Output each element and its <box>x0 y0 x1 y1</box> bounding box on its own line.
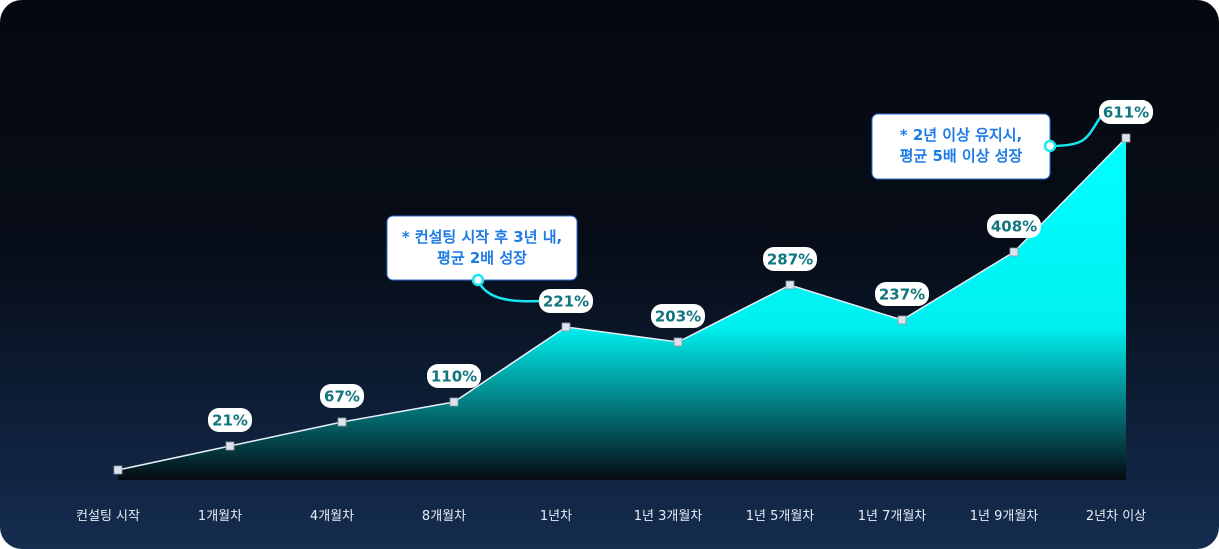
data-label-pill <box>320 384 364 408</box>
annotation-box <box>386 215 578 281</box>
connector-dot <box>471 273 485 287</box>
data-label-pill <box>763 247 817 271</box>
data-label-pill <box>1099 100 1153 124</box>
x-tick-label: 1년 7개월차 <box>858 509 927 524</box>
data-point <box>561 322 571 332</box>
data-point <box>113 465 123 475</box>
x-tick-label: 8개월차 <box>422 509 466 524</box>
data-label: 21% <box>212 412 248 430</box>
data-label: 611% <box>1103 104 1149 122</box>
x-tick-label: 4개월차 <box>310 509 354 524</box>
data-point <box>225 441 235 451</box>
data-point <box>1009 247 1019 257</box>
data-label-pill <box>651 304 705 328</box>
x-tick-label: 1년 3개월차 <box>634 509 703 524</box>
data-label: 287% <box>767 251 813 269</box>
data-label-pill <box>875 282 929 306</box>
data-label: 221% <box>543 293 589 311</box>
data-label: 67% <box>324 388 360 406</box>
connector-line <box>1049 111 1106 148</box>
data-point <box>673 337 683 347</box>
annotation-text: * 컨설팅 시작 후 3년 내, <box>402 228 563 246</box>
data-point <box>1121 133 1131 143</box>
data-point <box>785 280 795 290</box>
data-point <box>337 417 347 427</box>
connector-dot <box>1043 139 1057 153</box>
data-label-pill <box>427 364 481 388</box>
annotation-callout: * 컨설팅 시작 후 3년 내, 평균 2배 성장 <box>386 215 578 303</box>
annotation-text: * 2년 이상 유지시, <box>900 126 1022 144</box>
x-tick-label: 1개월차 <box>198 509 242 524</box>
data-point <box>449 397 459 407</box>
x-tick-label: 2년차 이상 <box>1086 509 1146 524</box>
data-label: 408% <box>991 218 1037 236</box>
series-line <box>117 137 1127 471</box>
x-tick-label: 컨설팅 시작 <box>76 509 140 524</box>
data-label: 203% <box>655 308 701 326</box>
connector-line <box>476 279 547 303</box>
annotation-text: 평균 2배 성장 <box>437 249 527 267</box>
annotation-text: 평균 5배 이상 성장 <box>900 147 1023 165</box>
x-tick-label: 1년 9개월차 <box>970 509 1039 524</box>
area-fill <box>118 138 1126 480</box>
data-point <box>897 315 907 325</box>
data-label-pill <box>208 408 252 432</box>
data-label: 110% <box>431 368 477 386</box>
x-tick-label: 1년 5개월차 <box>746 509 815 524</box>
annotation-callout: * 2년 이상 유지시, 평균 5배 이상 성장 <box>871 111 1106 180</box>
data-label-pill <box>539 289 593 313</box>
data-label: 237% <box>879 286 925 304</box>
data-label-pill <box>987 214 1041 238</box>
x-tick-label: 1년차 <box>540 509 572 524</box>
